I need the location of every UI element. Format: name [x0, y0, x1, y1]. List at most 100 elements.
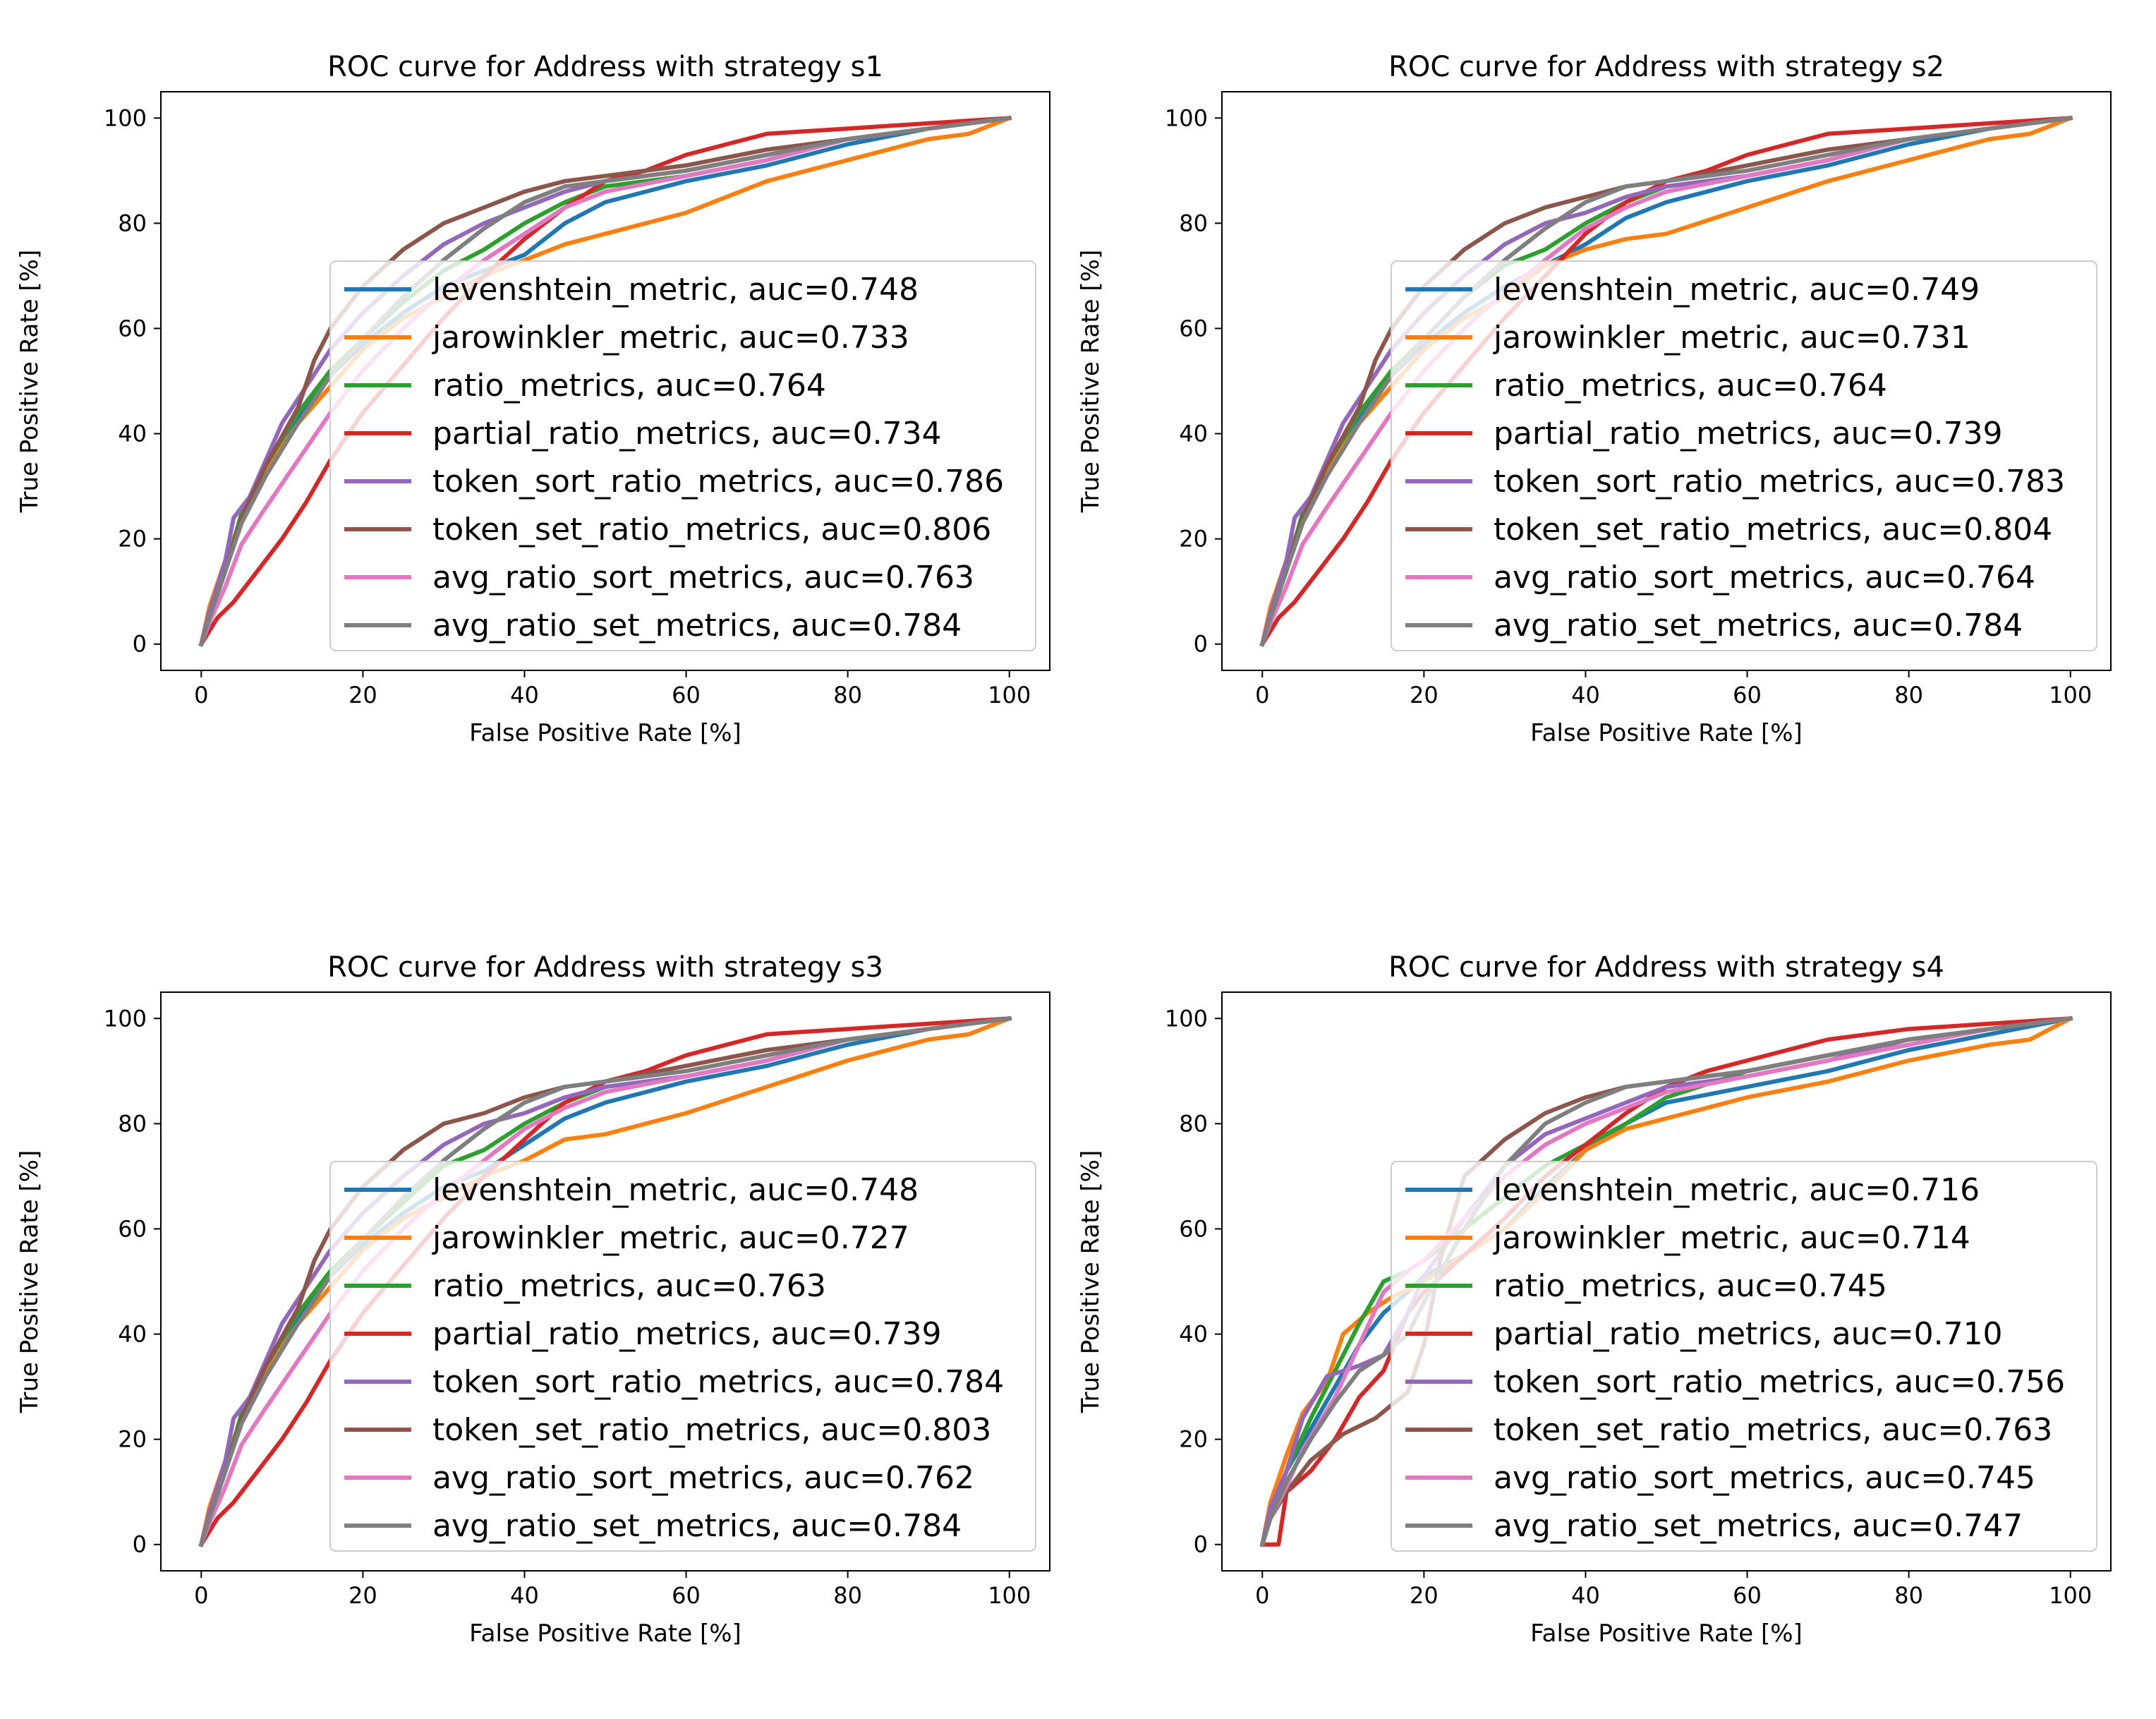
legend: levenshtein_metric, auc=0.749 jarowinkler…: [1391, 260, 2097, 651]
x-tick-label: 40: [510, 1582, 539, 1609]
legend-entry-avg_ratio_set_metrics: avg_ratio_set_metrics, auc=0.784: [432, 608, 962, 644]
y-axis-label: True Positive Rate [%]: [1077, 1150, 1105, 1414]
chart-title: ROC curve for Address with strategy s2: [1388, 51, 1944, 83]
legend-entry-avg_ratio_sort_metrics: avg_ratio_sort_metrics, auc=0.762: [432, 1460, 974, 1496]
axes-frame: [160, 91, 1050, 671]
y-tick-label: 80: [118, 210, 147, 236]
legend-entry-token_sort_ratio_metrics: token_sort_ratio_metrics, auc=0.783: [1494, 464, 2065, 500]
y-tick-label: 0: [133, 1531, 147, 1558]
legend-entry-partial_ratio_metrics: partial_ratio_metrics, auc=0.734: [432, 416, 942, 452]
x-axis-label: False Positive Rate [%]: [469, 719, 741, 747]
y-tick-label: 40: [118, 421, 147, 447]
y-tick-label: 60: [118, 315, 147, 342]
series-line-avg_ratio_set_metrics: [198, 1015, 1012, 1548]
legend-entry-token_sort_ratio_metrics: token_sort_ratio_metrics, auc=0.784: [432, 1364, 1004, 1400]
x-tick-label: 100: [988, 1582, 1031, 1609]
x-tick-label: 20: [1410, 1582, 1439, 1609]
y-tick-label: 100: [104, 104, 147, 131]
legend-entry-avg_ratio_set_metrics: avg_ratio_set_metrics, auc=0.784: [1494, 608, 2023, 644]
legend-entry-avg_ratio_sort_metrics: avg_ratio_sort_metrics, auc=0.764: [1494, 560, 2035, 596]
legend-entry-levenshtein_metric: levenshtein_metric, auc=0.716: [1494, 1172, 1980, 1208]
legend-box: [329, 1161, 1036, 1552]
y-axis-label: True Positive Rate [%]: [1077, 250, 1105, 514]
y-tick-label: 40: [1179, 1321, 1208, 1348]
chart-panel-1: ROC curve for Address with strategy s1 0 2…: [16, 51, 1050, 747]
y-tick-label: 0: [133, 631, 147, 658]
legend-box: [1391, 260, 2097, 651]
legend-entry-ratio_metrics: ratio_metrics, auc=0.763: [432, 1268, 826, 1304]
y-tick-label: 60: [1179, 315, 1208, 342]
x-tick-label: 100: [2049, 1582, 2092, 1609]
legend-entry-partial_ratio_metrics: partial_ratio_metrics, auc=0.739: [432, 1316, 942, 1352]
legend-entry-ratio_metrics: ratio_metrics, auc=0.745: [1494, 1268, 1887, 1304]
chart-panel-3: ROC curve for Address with strategy s3 0 2…: [16, 951, 1050, 1648]
y-tick-label: 40: [1179, 421, 1208, 447]
series-line-token_set_ratio_metrics: [1259, 115, 2073, 647]
x-tick-label: 80: [1894, 682, 1923, 708]
chart-title: ROC curve for Address with strategy s3: [327, 951, 883, 984]
x-tick-label: 80: [1894, 1582, 1923, 1609]
legend-entry-partial_ratio_metrics: partial_ratio_metrics, auc=0.739: [1494, 416, 2003, 452]
legend-entry-token_set_ratio_metrics: token_set_ratio_metrics, auc=0.763: [1494, 1412, 2052, 1448]
legend-entry-avg_ratio_sort_metrics: avg_ratio_sort_metrics, auc=0.745: [1494, 1460, 2035, 1496]
y-tick-label: 80: [1179, 210, 1208, 236]
x-tick-label: 20: [349, 682, 377, 708]
x-tick-label: 80: [833, 682, 862, 708]
y-tick-label: 20: [1179, 526, 1208, 553]
y-tick-label: 40: [118, 1321, 147, 1348]
x-tick-label: 20: [1410, 682, 1439, 708]
y-tick-label: 0: [1194, 631, 1208, 658]
legend-entry-token_sort_ratio_metrics: token_sort_ratio_metrics, auc=0.756: [1494, 1364, 2065, 1400]
y-tick-label: 20: [118, 526, 147, 553]
x-tick-label: 100: [2049, 682, 2092, 708]
legend-entry-avg_ratio_set_metrics: avg_ratio_set_metrics, auc=0.747: [1494, 1508, 2023, 1544]
axes-frame: [160, 991, 1050, 1572]
chart-title: ROC curve for Address with strategy s4: [1388, 951, 1944, 984]
legend-entry-levenshtein_metric: levenshtein_metric, auc=0.748: [432, 1172, 919, 1208]
axes-frame: [1221, 91, 2112, 671]
series-line-token_set_ratio_metrics: [198, 1015, 1012, 1548]
x-tick-label: 40: [510, 682, 539, 708]
y-tick-label: 20: [1179, 1426, 1208, 1453]
x-tick-label: 80: [833, 1582, 862, 1609]
y-tick-label: 100: [1165, 1005, 1208, 1032]
x-axis-label: False Positive Rate [%]: [469, 1620, 741, 1648]
y-tick-label: 100: [104, 1005, 147, 1032]
legend-entry-token_set_ratio_metrics: token_set_ratio_metrics, auc=0.804: [1494, 512, 2052, 548]
chart-panel-2: ROC curve for Address with strategy s2 0 2…: [1077, 51, 2112, 747]
legend-entry-avg_ratio_set_metrics: avg_ratio_set_metrics, auc=0.784: [432, 1508, 962, 1544]
x-tick-label: 60: [1733, 1582, 1762, 1609]
x-tick-label: 20: [349, 1582, 377, 1609]
legend-box: [329, 260, 1036, 651]
y-tick-label: 100: [1165, 104, 1208, 131]
x-tick-label: 60: [672, 682, 701, 708]
x-tick-label: 60: [1733, 682, 1762, 708]
y-tick-label: 60: [118, 1215, 147, 1242]
y-tick-label: 80: [1179, 1110, 1208, 1137]
x-axis-label: False Positive Rate [%]: [1530, 1620, 1803, 1648]
legend-entry-levenshtein_metric: levenshtein_metric, auc=0.749: [1494, 272, 1980, 308]
y-tick-label: 0: [1194, 1531, 1208, 1558]
legend-entry-ratio_metrics: ratio_metrics, auc=0.764: [432, 368, 826, 404]
y-tick-label: 80: [118, 1110, 147, 1137]
legend: levenshtein_metric, auc=0.748 jarowinkler…: [329, 260, 1036, 651]
legend-entry-ratio_metrics: ratio_metrics, auc=0.764: [1494, 368, 1887, 404]
x-tick-label: 40: [1571, 1582, 1600, 1609]
chart-title: ROC curve for Address with strategy s1: [327, 51, 883, 83]
y-tick-label: 60: [1179, 1215, 1208, 1242]
series-line-avg_ratio_set_metrics: [1259, 115, 2073, 647]
x-tick-label: 40: [1571, 682, 1600, 708]
legend: levenshtein_metric, auc=0.716 jarowinkler…: [1391, 1161, 2097, 1552]
axes-frame: [1221, 991, 2112, 1572]
legend-box: [1391, 1161, 2097, 1552]
x-tick-label: 0: [194, 1582, 208, 1609]
legend-entry-token_set_ratio_metrics: token_set_ratio_metrics, auc=0.806: [432, 512, 991, 548]
series-line-avg_ratio_set_metrics: [198, 115, 1012, 647]
y-axis-label: True Positive Rate [%]: [16, 250, 44, 514]
x-tick-label: 0: [194, 682, 208, 708]
series-line-token_set_ratio_metrics: [198, 115, 1012, 647]
legend-entry-jarowinkler_metric: jarowinkler_metric, auc=0.733: [432, 320, 909, 356]
x-axis-label: False Positive Rate [%]: [1530, 719, 1803, 747]
x-tick-label: 0: [1255, 1582, 1269, 1609]
